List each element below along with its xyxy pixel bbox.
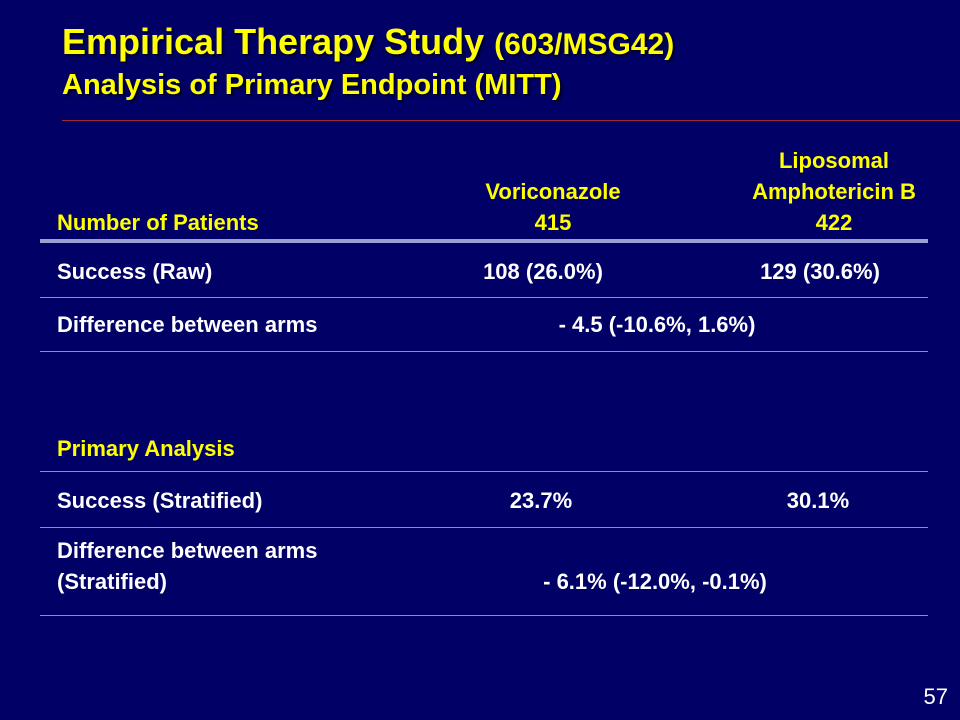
row-success-stratified-col1: 23.7% (509, 488, 573, 513)
title-study-code: (603/MSG42) (494, 28, 675, 61)
row-divider (40, 351, 928, 352)
row-difference-raw-value: - 4.5 (-10.6%, 1.6%) (558, 312, 756, 337)
header-col2-count: 422 (815, 210, 853, 235)
title-main: Empirical Therapy Study (603/MSG42) (62, 20, 674, 67)
title-text: Empirical Therapy Study (62, 21, 485, 62)
header-divider (40, 239, 928, 243)
row-difference-stratified-label-line1: Difference between arms (57, 538, 318, 563)
header-col1-count: 415 (534, 210, 572, 235)
page-number: 57 (923, 684, 948, 709)
row-difference-raw-label: Difference between arms (57, 312, 318, 337)
header-col1-name: Voriconazole (485, 179, 621, 204)
row-divider (40, 615, 928, 616)
header-col2-name-line1: Liposomal (778, 148, 890, 173)
row-divider (40, 527, 928, 528)
title-divider (62, 120, 960, 121)
row-success-stratified-col2: 30.1% (786, 488, 850, 513)
section-primary-analysis: Primary Analysis (57, 436, 235, 461)
row-difference-stratified-value: - 6.1% (-12.0%, -0.1%) (543, 569, 767, 594)
row-divider (40, 471, 928, 472)
header-row-label: Number of Patients (57, 210, 259, 235)
row-divider (40, 297, 928, 298)
row-success-raw-col2: 129 (30.6%) (760, 259, 880, 284)
row-success-raw-col1: 108 (26.0%) (483, 259, 603, 284)
title-subtitle: Analysis of Primary Endpoint (MITT) (62, 69, 562, 101)
header-col2-name-line2: Amphotericin B (752, 179, 916, 204)
row-success-stratified-label: Success (Stratified) (57, 488, 263, 513)
row-success-raw-label: Success (Raw) (57, 259, 213, 284)
row-difference-stratified-label-line2: (Stratified) (57, 569, 167, 594)
slide-title: Empirical Therapy Study (603/MSG42) Anal… (62, 20, 674, 103)
